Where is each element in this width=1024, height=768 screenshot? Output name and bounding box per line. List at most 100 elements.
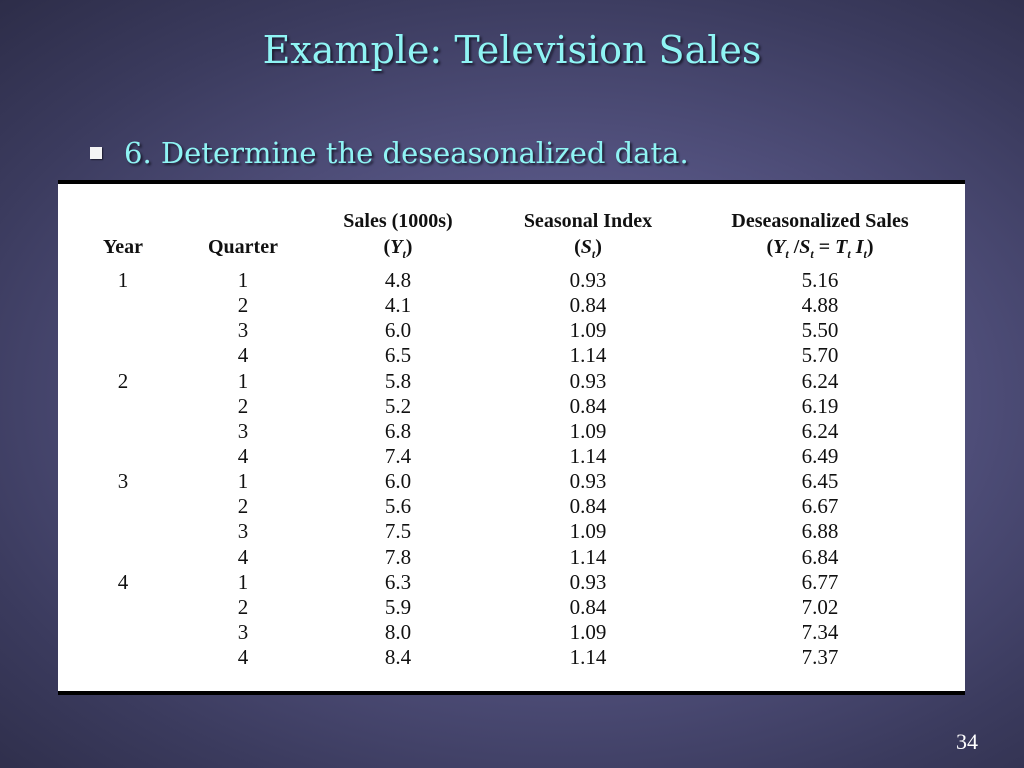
seasonal-index-cell: 1.14 (569, 343, 607, 368)
slide-title: Example: Television Sales (262, 28, 762, 72)
quarter-cell: 4 (237, 544, 249, 569)
year-cell (88, 545, 158, 570)
sales-cell: 5.8 (384, 368, 412, 393)
year-cell (88, 419, 158, 444)
seasonal-index-column: 0.93 0.84 1.09 1.14 0.93 0.84 1.09 1.14 0.93 0.84… (498, 268, 678, 670)
year-cell (88, 444, 158, 469)
deseasonalized-cell: 5.16 (801, 268, 839, 292)
year-cell (88, 343, 158, 368)
deseasonalized-cell: 6.24 (801, 368, 839, 393)
deseasonalized-cell: 6.67 (801, 494, 839, 519)
header-sales: Sales (1000s) (Yt) (323, 208, 473, 267)
seasonal-index-cell: 1.09 (569, 318, 607, 343)
deseasonalized-cell: 5.70 (801, 343, 839, 368)
header-seasonal-index: Seasonal Index (St) (498, 208, 678, 267)
quarter-cell: 2 (237, 494, 249, 519)
seasonal-index-cell: 0.93 (569, 569, 607, 594)
header-deseasonalized: Deseasonalized Sales (Yt /St = Tt It) (710, 208, 930, 267)
seasonal-index-cell: 0.93 (569, 268, 607, 292)
quarter-cell: 1 (237, 268, 249, 292)
header-deseasonalized-formula: (Yt /St = Tt It) (766, 236, 874, 261)
quarter-cell: 1 (237, 368, 249, 393)
deseasonalized-cell: 6.77 (801, 569, 839, 594)
sales-cell: 6.5 (384, 343, 412, 368)
sales-cell: 4.8 (384, 268, 412, 292)
year-cell (88, 519, 158, 544)
year-cell: 3 (117, 469, 129, 494)
bullet-text: 6. Determine the deseasonalized data. (124, 136, 689, 170)
deseasonalized-cell: 7.02 (801, 594, 839, 619)
year-column: 1 2 3 4 (88, 268, 158, 670)
sales-cell: 6.8 (384, 418, 412, 443)
seasonal-index-cell: 0.93 (569, 469, 607, 494)
quarter-cell: 2 (237, 293, 249, 318)
year-cell (88, 595, 158, 620)
seasonal-index-cell: 1.14 (569, 443, 607, 468)
year-cell (88, 620, 158, 645)
sales-cell: 6.0 (384, 469, 412, 494)
year-cell: 4 (117, 569, 129, 594)
quarter-cell: 4 (237, 645, 249, 670)
header-sales-symbol: (Yt) (383, 236, 413, 261)
quarter-cell: 4 (237, 443, 249, 468)
deseasonalized-cell: 6.84 (801, 544, 839, 569)
sales-cell: 8.4 (384, 645, 412, 670)
page-number: 34 (956, 729, 978, 754)
quarter-cell: 3 (237, 418, 249, 443)
seasonal-index-cell: 1.14 (569, 645, 607, 670)
sales-column: 4.8 4.1 6.0 6.5 5.8 5.2 6.8 7.4 6.0 5.6 7.5 7.8 6.3 5… (323, 268, 473, 670)
deseasonalized-cell: 4.88 (801, 293, 839, 318)
sales-cell: 4.1 (384, 293, 412, 318)
year-cell (88, 645, 158, 670)
header-sales-label: Sales (1000s) (343, 210, 453, 232)
sales-cell: 5.9 (384, 594, 412, 619)
bullet-point: 6. Determine the deseasonalized data. (90, 133, 689, 173)
deseasonalized-cell: 6.88 (801, 519, 839, 544)
quarter-cell: 2 (237, 393, 249, 418)
deseasonalized-cell: 6.24 (801, 418, 839, 443)
quarter-cell: 3 (237, 619, 249, 644)
seasonal-index-cell: 0.84 (569, 494, 607, 519)
year-cell: 2 (117, 368, 129, 393)
header-quarter: Quarter (208, 236, 278, 258)
seasonal-index-cell: 0.93 (569, 368, 607, 393)
year-cell: 1 (117, 268, 129, 292)
seasonal-index-cell: 0.84 (569, 293, 607, 318)
year-cell (88, 318, 158, 343)
seasonal-index-cell: 1.09 (569, 519, 607, 544)
sales-cell: 6.3 (384, 569, 412, 594)
deseasonalized-cell: 6.49 (801, 443, 839, 468)
deseasonalized-cell: 6.45 (801, 469, 839, 494)
seasonal-index-cell: 1.14 (569, 544, 607, 569)
quarter-cell: 1 (237, 469, 249, 494)
sales-cell: 5.6 (384, 494, 412, 519)
seasonal-index-cell: 0.84 (569, 594, 607, 619)
sales-cell: 5.2 (384, 393, 412, 418)
square-bullet-icon (90, 147, 102, 159)
sales-cell: 7.8 (384, 544, 412, 569)
year-cell (88, 293, 158, 318)
deseasonalized-cell: 5.50 (801, 318, 839, 343)
year-cell (88, 494, 158, 519)
sales-cell: 7.4 (384, 443, 412, 468)
sales-cell: 8.0 (384, 619, 412, 644)
header-seasonal-index-label: Seasonal Index (523, 210, 653, 232)
header-seasonal-index-symbol: (St) (574, 236, 602, 261)
quarter-cell: 4 (237, 343, 249, 368)
data-table: Year Quarter Sales (1000s) (Yt) Seasonal… (58, 180, 965, 695)
deseasonalized-cell: 6.19 (801, 393, 839, 418)
sales-cell: 7.5 (384, 519, 412, 544)
seasonal-index-cell: 0.84 (569, 393, 607, 418)
deseasonalized-cell: 7.34 (801, 619, 839, 644)
header-year: Year (103, 236, 143, 258)
header-deseasonalized-label: Deseasonalized Sales (731, 210, 909, 232)
seasonal-index-cell: 1.09 (569, 418, 607, 443)
quarter-cell: 1 (237, 569, 249, 594)
deseasonalized-column: 5.16 4.88 5.50 5.70 6.24 6.19 6.24 6.49 6.45 6.67… (710, 268, 930, 670)
quarter-cell: 3 (237, 318, 249, 343)
year-cell (88, 394, 158, 419)
seasonal-index-cell: 1.09 (569, 619, 607, 644)
sales-cell: 6.0 (384, 318, 412, 343)
quarter-cell: 3 (237, 519, 249, 544)
